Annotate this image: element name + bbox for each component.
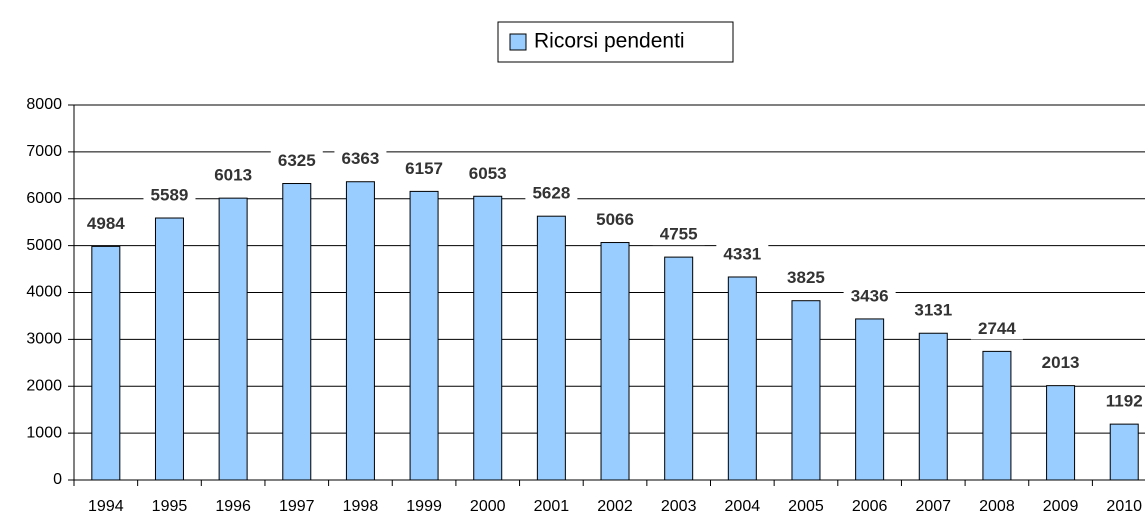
- y-tick-label: 7000: [26, 143, 62, 160]
- legend-label: Ricorsi pendenti: [534, 30, 685, 53]
- value-label: 6363: [342, 149, 380, 168]
- bar: [536, 215, 566, 481]
- value-label-bg: [589, 208, 642, 231]
- y-tick-label: 4000: [26, 284, 62, 301]
- legend-swatch: [509, 33, 527, 51]
- bar: [409, 190, 439, 481]
- value-label: 6157: [405, 159, 443, 178]
- x-tick-label: 1997: [279, 498, 315, 515]
- y-tick-label: 6000: [26, 190, 62, 207]
- value-label-bg: [79, 212, 132, 235]
- value-label-bg: [843, 284, 896, 307]
- value-label: 3131: [914, 301, 952, 320]
- x-tick-label: 2002: [597, 498, 633, 515]
- value-label-bg: [907, 299, 960, 322]
- value-label: 6053: [469, 164, 507, 183]
- value-label-bg: [270, 149, 323, 172]
- bar: [282, 183, 312, 481]
- bar: [1109, 423, 1139, 481]
- x-tick-label: 1996: [215, 498, 251, 515]
- bar: [1046, 385, 1076, 481]
- value-label-bg: [334, 147, 387, 170]
- value-label-bg: [143, 184, 196, 207]
- y-tick-label: 5000: [26, 237, 62, 254]
- value-label-bg: [398, 157, 451, 180]
- x-tick-label: 1998: [343, 498, 379, 515]
- value-label: 4331: [723, 244, 761, 263]
- bar: [600, 242, 630, 481]
- x-tick-label: 2005: [788, 498, 824, 515]
- bar: [982, 350, 1012, 481]
- y-tick-label: 0: [53, 471, 62, 488]
- y-tick-label: 1000: [26, 424, 62, 441]
- bar: [918, 332, 948, 481]
- value-label-bg: [207, 164, 260, 187]
- y-tick-label: 8000: [26, 96, 62, 113]
- value-label: 1192: [1106, 392, 1143, 411]
- value-label-bg: [970, 317, 1023, 340]
- value-label-bg: [525, 182, 578, 205]
- value-label-bg: [779, 266, 832, 289]
- bar: [791, 300, 821, 481]
- value-label: 5589: [151, 186, 189, 205]
- x-tick-label: 1995: [152, 498, 188, 515]
- x-tick-label: 2004: [725, 498, 761, 515]
- y-tick-label: 2000: [26, 377, 62, 394]
- x-tick-label: 1999: [406, 498, 442, 515]
- value-label: 6325: [278, 151, 316, 170]
- x-tick-label: 2000: [470, 498, 506, 515]
- value-label: 5066: [596, 210, 634, 229]
- value-label: 4755: [660, 225, 698, 244]
- bar: [727, 276, 757, 481]
- bar: [345, 181, 375, 481]
- legend-box: [497, 21, 734, 63]
- y-tick-label: 3000: [26, 331, 62, 348]
- bar: [218, 197, 248, 481]
- value-label-bg: [1034, 351, 1087, 374]
- value-label: 2744: [978, 319, 1016, 338]
- value-label: 2013: [1042, 353, 1080, 372]
- value-label: 3825: [787, 268, 825, 287]
- bar: [473, 195, 503, 481]
- value-label: 4984: [87, 214, 125, 233]
- bar: [664, 256, 694, 481]
- x-tick-label: 2007: [915, 498, 951, 515]
- value-label-bg: [461, 162, 514, 185]
- value-label: 3436: [851, 286, 889, 305]
- bar: [154, 217, 184, 481]
- value-label-bg: [1098, 390, 1145, 413]
- x-tick-label: 2006: [852, 498, 888, 515]
- x-tick-label: 2008: [979, 498, 1015, 515]
- bar: [855, 318, 885, 481]
- value-label-bg: [652, 223, 705, 246]
- x-tick-label: 2003: [661, 498, 697, 515]
- value-label-bg: [716, 242, 769, 265]
- x-tick-label: 1994: [88, 498, 124, 515]
- x-tick-label: 2009: [1043, 498, 1079, 515]
- bar: [91, 245, 121, 481]
- value-label: 5628: [532, 184, 570, 203]
- value-label: 6013: [214, 166, 252, 185]
- x-tick-label: 2010: [1106, 498, 1142, 515]
- x-tick-label: 2001: [534, 498, 570, 515]
